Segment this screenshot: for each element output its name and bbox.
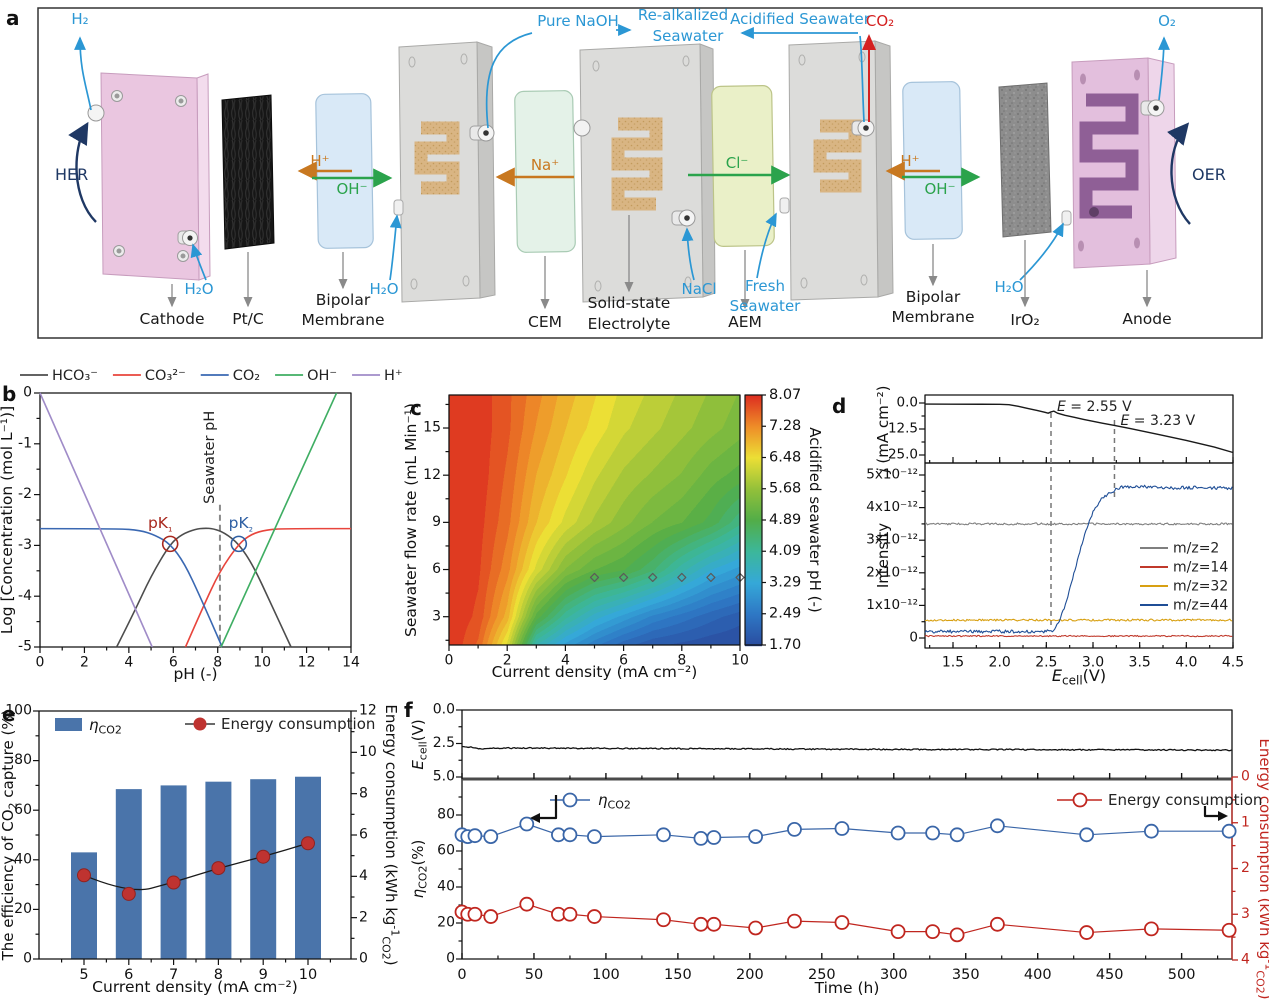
h2o-cathode-arrow bbox=[190, 243, 207, 281]
fresh-seawater-arrow bbox=[756, 212, 777, 279]
naoh-outlet-port bbox=[469, 124, 495, 142]
h2-arrow bbox=[74, 36, 92, 111]
bpm2-label-line1: Bipolar bbox=[906, 288, 961, 306]
bipolar-membrane-2 bbox=[902, 81, 963, 240]
hydroxide-label-bpm2: OH⁻ bbox=[924, 180, 955, 198]
aem-label: AEM bbox=[728, 313, 762, 331]
chloride-label: Cl⁻ bbox=[726, 154, 749, 172]
anode-label: Anode bbox=[1122, 310, 1171, 328]
panel-e-efficiency-chart bbox=[0, 692, 402, 1000]
sse-label-line2: Electrolyte bbox=[588, 315, 671, 333]
panel-d-ms-chart bbox=[830, 358, 1269, 692]
panel-letter-a: a bbox=[6, 6, 20, 30]
cem-label: CEM bbox=[528, 313, 562, 331]
cathode-gas-port bbox=[87, 104, 105, 122]
serpentine-channel bbox=[611, 117, 663, 211]
realkalized-label-line1: Re-alkalized bbox=[638, 6, 728, 24]
nacl-inlet-port bbox=[671, 209, 696, 227]
anode-serpentine-channel bbox=[1079, 93, 1139, 219]
co2-outlet-port bbox=[851, 119, 875, 137]
anode-gas-port bbox=[1140, 99, 1165, 117]
flow-plate-3 bbox=[779, 40, 894, 301]
co2-label: CO₂ bbox=[866, 12, 894, 30]
panel-f-stability-chart bbox=[402, 692, 1269, 1000]
h2o-anode-label: H₂O bbox=[994, 278, 1023, 296]
h2o-bpm1-arrow bbox=[389, 214, 402, 281]
seawater-inlet-tab bbox=[779, 197, 790, 214]
flow-plate-1 bbox=[393, 41, 496, 303]
ptc-label: Pt/C bbox=[232, 310, 263, 328]
iro2-label: IrO₂ bbox=[1010, 311, 1039, 329]
serpentine-channel bbox=[414, 121, 460, 195]
anode-water-inlet-tab bbox=[1061, 210, 1072, 226]
bpm2-label-line2: Membrane bbox=[891, 308, 974, 326]
proton-label-bpm2: H⁺ bbox=[900, 152, 919, 170]
anode-plate bbox=[1061, 57, 1177, 269]
fresh-label-line1: Fresh bbox=[745, 277, 785, 295]
o2-label: O₂ bbox=[1158, 12, 1176, 30]
bpm1-label-line2: Membrane bbox=[301, 311, 384, 329]
bpm1-label-line1: Bipolar bbox=[316, 291, 371, 309]
oer-arrow bbox=[1166, 122, 1191, 225]
cem-membrane bbox=[514, 90, 576, 253]
sse-label-line1: Solid-state bbox=[588, 294, 671, 312]
left-port bbox=[573, 119, 591, 137]
realkalized-label-line2: Seawater bbox=[653, 27, 725, 45]
cathode-plate bbox=[87, 72, 211, 281]
iro2-electrode bbox=[998, 82, 1052, 238]
acidified-curve bbox=[859, 35, 865, 123]
water-inlet-tab bbox=[393, 199, 404, 216]
h2o-bpm1-label: H₂O bbox=[369, 280, 398, 298]
ptc-electrode bbox=[221, 94, 275, 250]
cathode-label: Cathode bbox=[139, 310, 204, 328]
her-arrow bbox=[68, 121, 97, 223]
fresh-label-line2: Seawater bbox=[730, 297, 802, 315]
o2-arrow bbox=[1158, 36, 1170, 101]
her-label: HER bbox=[55, 165, 88, 184]
panel-c-heatmap-chart bbox=[402, 358, 830, 692]
pure-naoh-label: Pure NaOH bbox=[537, 12, 619, 30]
cathode-water-port bbox=[177, 230, 198, 246]
oer-label: OER bbox=[1192, 165, 1226, 184]
panel-b-bjerrum-chart bbox=[0, 358, 402, 692]
pure-naoh-curve bbox=[485, 32, 533, 129]
panel-a-schematic: H₂ H₂O H₂O Pure NaOH Re-alkalized Seawat… bbox=[37, 6, 1263, 339]
acidified-seawater-label: Acidified Seawater bbox=[730, 10, 871, 28]
hydroxide-label-bpm1: OH⁻ bbox=[336, 180, 367, 198]
sodium-label: Na⁺ bbox=[531, 156, 559, 174]
h2-label: H₂ bbox=[71, 10, 88, 28]
solid-state-electrolyte-plate bbox=[573, 43, 716, 303]
nacl-arrow bbox=[681, 227, 695, 281]
proton-label-bpm1: H⁺ bbox=[310, 152, 329, 170]
nacl-label: NaCl bbox=[681, 280, 716, 298]
h2o-cathode-label: H₂O bbox=[184, 280, 213, 298]
